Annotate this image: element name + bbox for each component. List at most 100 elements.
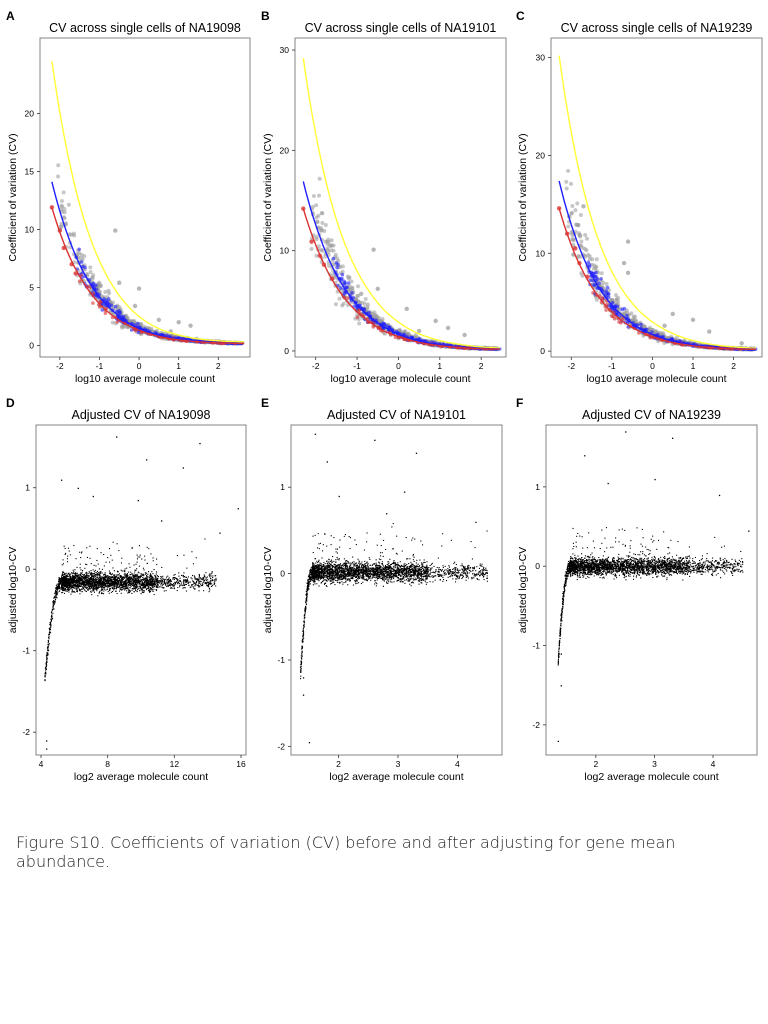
data-point [93,583,95,585]
data-point [200,580,202,582]
data-point [72,569,74,571]
data-point [204,538,206,540]
data-point [62,210,67,215]
data-point [120,592,122,594]
data-point [193,582,195,584]
outlier-point [670,311,675,317]
data-point [115,590,117,592]
data-point [314,203,319,208]
data-point [365,304,370,309]
data-point [97,575,99,577]
data-point [200,578,202,580]
data-point [73,586,75,588]
data-point [380,317,385,321]
x-tick-label: 4 [39,759,44,769]
data-point [107,291,112,296]
data-point [194,585,196,587]
data-point [92,569,94,571]
data-point [78,574,80,576]
data-point [134,571,136,573]
data-point [578,213,583,217]
data-point [604,282,609,286]
data-point [99,590,101,592]
data-point [116,574,118,576]
data-point [87,575,89,577]
data-point [108,592,110,594]
red-point [77,279,82,284]
data-point [205,577,207,579]
data-point [153,569,155,571]
data-point [146,583,148,585]
data-point [154,577,156,579]
data-point [587,263,592,267]
data-point [150,589,152,591]
data-point [182,574,184,576]
data-point [120,584,122,586]
data-point [103,587,105,589]
data-point [116,543,118,545]
data-point [170,587,172,589]
data-point [311,194,316,198]
data-point [314,235,319,240]
data-point [107,575,109,577]
y-tick-label: 10 [280,246,290,256]
data-point [77,586,79,588]
data-point [345,274,350,279]
data-point [363,297,368,301]
data-point [85,590,87,592]
data-point [109,548,111,550]
y-tick-label: 0 [25,564,30,574]
data-point [211,579,213,581]
y-tick-label: 15 [25,166,35,176]
data-point [202,584,204,586]
data-point [136,580,138,582]
data-point [84,589,86,591]
data-point [191,551,193,553]
data-point [80,552,82,554]
red-point [355,315,360,320]
data-point [570,204,575,208]
data-point [605,285,610,290]
data-point [180,582,182,584]
data-point [203,590,205,592]
panel-label: D [6,396,15,410]
data-point [179,586,181,588]
data-point [566,168,571,173]
data-point [97,595,99,597]
data-point [120,569,122,571]
data-point [575,201,580,206]
outlier-point [375,286,380,291]
data-point [100,576,102,578]
data-point [56,174,61,179]
data-point [120,575,122,577]
data-point [78,590,80,592]
data-point [172,577,174,579]
data-point [183,587,185,589]
data-point [152,590,154,592]
data-point [172,583,174,585]
data-point [203,582,205,584]
figure-s10: ACV across single cells of NA19098-2 -1 0 1… [6,9,763,783]
data-point [573,208,578,213]
data-point [97,289,102,294]
data-point [159,586,161,588]
red-point [604,308,608,312]
data-point [182,581,184,583]
data-point [309,247,314,251]
data-point [90,570,92,572]
data-point [192,580,194,582]
data-point [599,271,604,276]
data-point [141,588,143,590]
data-point [113,585,115,587]
data-point [98,283,103,288]
data-point [585,236,589,241]
outlier-point [371,247,376,252]
data-point [67,232,72,237]
data-point [66,590,68,592]
x-tick-label: 1 [176,361,181,371]
data-point [109,586,111,588]
data-point [101,568,103,570]
data-point [64,588,66,590]
data-point [205,572,207,574]
data-point [113,589,115,591]
